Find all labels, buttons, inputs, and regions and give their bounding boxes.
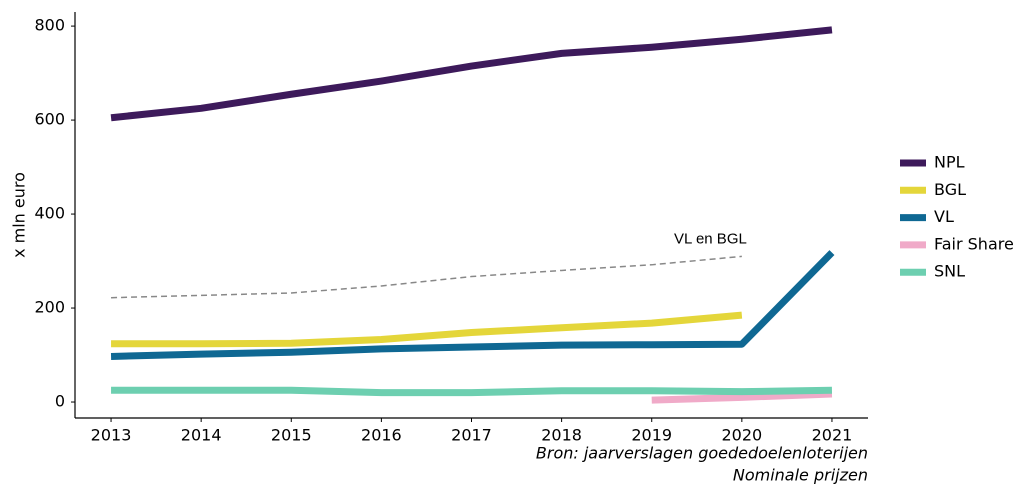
y-tick-label: 800 bbox=[34, 16, 65, 35]
legend-label: SNL bbox=[934, 262, 965, 281]
source: Bron: jaarverslagen goededoelenloterijen bbox=[536, 444, 868, 463]
legend-label: BGL bbox=[934, 180, 966, 199]
reference-line bbox=[111, 255, 742, 299]
legend-label: VL bbox=[934, 207, 954, 226]
y-tick-label: 0 bbox=[55, 392, 65, 411]
x-tick-label: 2019 bbox=[631, 426, 672, 445]
series-line bbox=[110, 26, 833, 122]
legend-label: Fair Share bbox=[934, 234, 1014, 253]
x-tick-label: 2018 bbox=[541, 426, 582, 445]
x-tick-label: 2017 bbox=[451, 426, 492, 445]
series-line bbox=[110, 250, 835, 360]
y-tick-label: 400 bbox=[34, 204, 65, 223]
series-line bbox=[111, 311, 743, 348]
x-tick-label: 2014 bbox=[181, 426, 222, 445]
x-tick-label: 2015 bbox=[271, 426, 312, 445]
series-line bbox=[111, 386, 833, 397]
x-tick-label: 2016 bbox=[361, 426, 402, 445]
reference-label: VL en BGL bbox=[674, 230, 747, 247]
y-tick-label: 200 bbox=[34, 298, 65, 317]
series-line bbox=[651, 390, 833, 404]
y-axis-label: x mln euro bbox=[10, 172, 29, 258]
y-tick-label: 600 bbox=[34, 110, 65, 129]
x-tick-label: 2020 bbox=[721, 426, 762, 445]
note: Nominale prijzen bbox=[733, 466, 868, 485]
x-tick-label: 2013 bbox=[91, 426, 132, 445]
x-tick-label: 2021 bbox=[812, 426, 853, 445]
legend-label: NPL bbox=[934, 153, 965, 172]
